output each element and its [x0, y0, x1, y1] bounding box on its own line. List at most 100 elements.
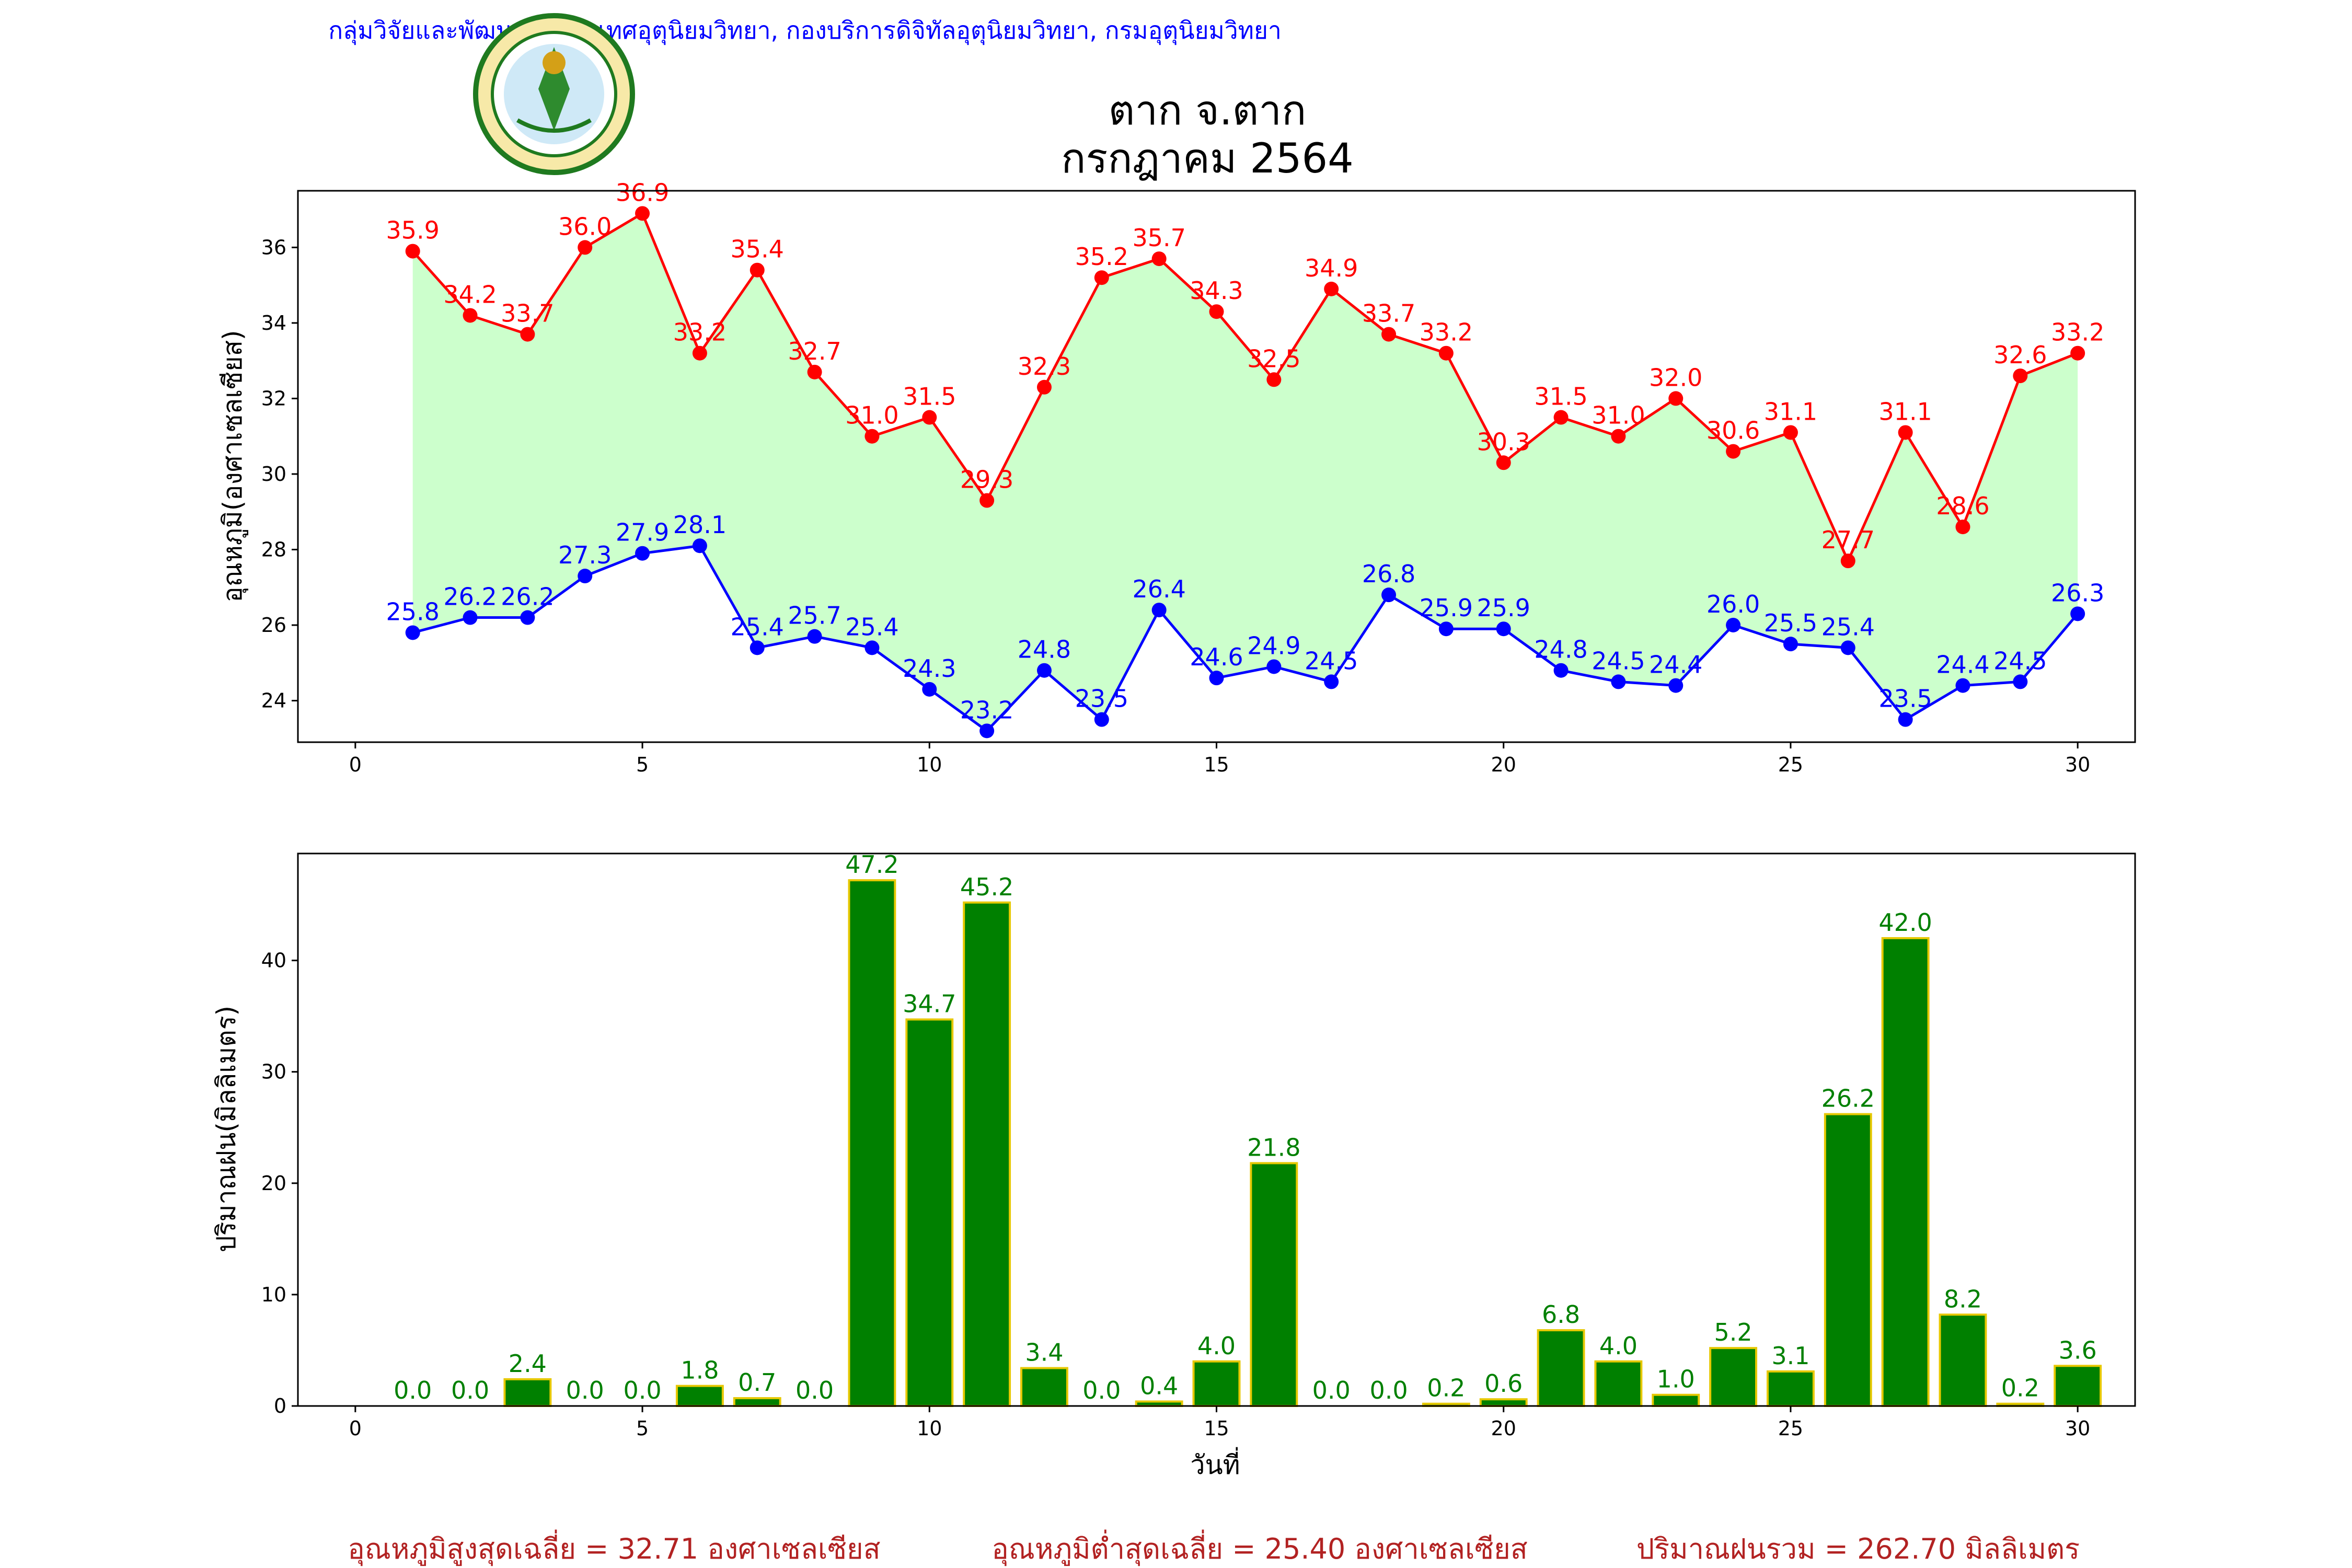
max-temperature-point: [520, 327, 535, 342]
min-temperature-point: [1840, 640, 1855, 655]
max-temperature-point: [1324, 281, 1339, 296]
rainfall-y-tick-label: 0: [274, 1394, 286, 1417]
min-temperature-point: [1151, 603, 1167, 618]
min-temperature-data-label: 25.9: [1420, 594, 1473, 622]
meteorological-department-logo: [473, 13, 635, 175]
min-temperature-point: [1726, 617, 1741, 632]
rainfall-x-tick-label: 0: [349, 1417, 362, 1440]
min-temperature-point: [1209, 671, 1224, 686]
max-temperature-data-label: 32.0: [1649, 363, 1702, 391]
rainfall-bar: [1709, 1347, 1758, 1408]
rainfall-bar: [733, 1397, 781, 1408]
max-temperature-point: [635, 206, 650, 221]
rainfall-data-label: 0.0: [566, 1376, 604, 1404]
max-temperature-data-label: 33.7: [1362, 299, 1415, 328]
max-temperature-data-label: 31.0: [845, 401, 898, 430]
max-temperature-point: [578, 240, 593, 255]
temperature-y-axis-label: อุณหภูมิ(องศาเซลเซียส): [217, 330, 248, 602]
rainfall-x-tick-label: 10: [917, 1417, 942, 1440]
max-temperature-data-label: 27.7: [1821, 526, 1875, 554]
min-temperature-data-label: 26.4: [1132, 575, 1185, 603]
min-temperature-data-label: 25.5: [1764, 609, 1817, 637]
min-temperature-data-label: 26.0: [1707, 590, 1760, 618]
max-temperature-point: [1668, 391, 1684, 406]
max-temperature-data-label: 30.3: [1477, 428, 1530, 456]
min-temperature-data-label: 24.4: [1649, 651, 1702, 679]
rainfall-data-label: 0.0: [1082, 1376, 1121, 1404]
rainfall-x-tick-label: 20: [1491, 1417, 1516, 1440]
max-temperature-point: [1726, 444, 1741, 459]
max-temperature-data-label: 30.6: [1707, 417, 1760, 445]
rainfall-bar: [1594, 1360, 1643, 1407]
rainfall-bar: [1479, 1398, 1528, 1407]
rainfall-data-label: 34.7: [903, 990, 956, 1018]
rainfall-bar: [848, 879, 896, 1407]
min-temperature-data-label: 24.5: [1993, 647, 2047, 675]
min-temperature-point: [692, 538, 707, 554]
rainfall-data-label: 0.6: [1484, 1369, 1523, 1398]
min-temperature-data-label: 24.8: [1534, 636, 1587, 664]
rainfall-data-label: 1.8: [681, 1356, 719, 1385]
min-temperature-data-label: 23.5: [1075, 685, 1128, 713]
max-temperature-point: [1438, 345, 1454, 361]
rainfall-data-label: 42.0: [1878, 908, 1932, 937]
max-temperature-data-label: 35.9: [386, 216, 439, 245]
rainfall-bar: [1250, 1162, 1298, 1407]
max-temperature-data-label: 33.7: [501, 299, 554, 328]
min-temperature-point: [1611, 674, 1626, 689]
max-temperature-data-label: 31.1: [1878, 397, 1932, 425]
rainfall-y-tick-label: 20: [261, 1172, 286, 1195]
min-temperature-data-label: 24.5: [1305, 647, 1358, 675]
min-temperature-point: [1324, 674, 1339, 689]
min-temperature-point: [463, 610, 478, 625]
max-temperature-data-label: 31.5: [903, 383, 956, 411]
temperature-y-tick-label: 30: [261, 463, 286, 486]
max-temperature-point: [1266, 372, 1282, 387]
min-temperature-data-label: 25.9: [1477, 594, 1530, 622]
rainfall-data-label: 2.4: [509, 1350, 547, 1378]
temperature-x-tick-label: 15: [1204, 753, 1229, 776]
max-temperature-data-label: 28.6: [1936, 492, 1989, 520]
max-temperature-point: [692, 345, 707, 361]
rainfall-bar: [1881, 937, 1930, 1408]
max-temperature-point: [405, 244, 420, 259]
rainfall-data-label: 0.0: [394, 1376, 432, 1404]
max-temperature-point: [1036, 379, 1052, 395]
max-temperature-data-label: 35.2: [1075, 243, 1128, 271]
max-temperature-data-label: 32.5: [1247, 344, 1300, 373]
max-temperature-point: [1553, 410, 1569, 425]
max-temperature-data-label: 33.2: [673, 318, 727, 347]
average-min-temperature-summary: อุณหภูมิต่ำสุดเฉลี่ย = 25.40 องศาเซลเซีย…: [991, 1529, 1527, 1566]
temperature-y-tick-label: 26: [261, 614, 286, 637]
max-temperature-data-label: 32.3: [1018, 352, 1071, 381]
max-temperature-point: [1094, 270, 1109, 285]
min-temperature-data-label: 25.4: [845, 613, 898, 641]
rainfall-data-label: 26.2: [1821, 1085, 1875, 1113]
min-temperature-point: [1381, 587, 1397, 603]
rainfall-bar: [1537, 1329, 1585, 1407]
temperature-x-tick-label: 20: [1491, 753, 1516, 776]
min-temperature-point: [578, 569, 593, 584]
min-temperature-data-label: 23.2: [960, 696, 1013, 724]
rainfall-bar: [503, 1378, 552, 1407]
temperature-range-fill: [412, 213, 2078, 731]
temperature-x-tick-label: 30: [2065, 753, 2090, 776]
max-temperature-point: [1209, 304, 1224, 319]
rainfall-bar: [1939, 1313, 1987, 1408]
rainfall-x-tick-label: 15: [1204, 1417, 1229, 1440]
rainfall-data-label: 6.8: [1542, 1300, 1580, 1329]
min-temperature-data-label: 24.8: [1018, 636, 1071, 664]
rainfall-y-axis-label: ปริมาณฝน(มิลลิเมตร): [211, 1006, 241, 1252]
max-temperature-data-label: 32.7: [788, 337, 841, 365]
min-temperature-point: [979, 723, 995, 739]
rainfall-bar: [2054, 1365, 2102, 1407]
max-temperature-data-label: 36.9: [616, 178, 669, 206]
min-temperature-data-label: 27.3: [558, 541, 612, 569]
rainfall-y-tick-label: 30: [261, 1060, 286, 1083]
temperature-y-tick-label: 24: [261, 689, 286, 712]
max-temperature-point: [1898, 425, 1913, 440]
max-temperature-point: [922, 410, 937, 425]
min-temperature-point: [807, 629, 822, 644]
rainfall-bar: [675, 1385, 724, 1407]
